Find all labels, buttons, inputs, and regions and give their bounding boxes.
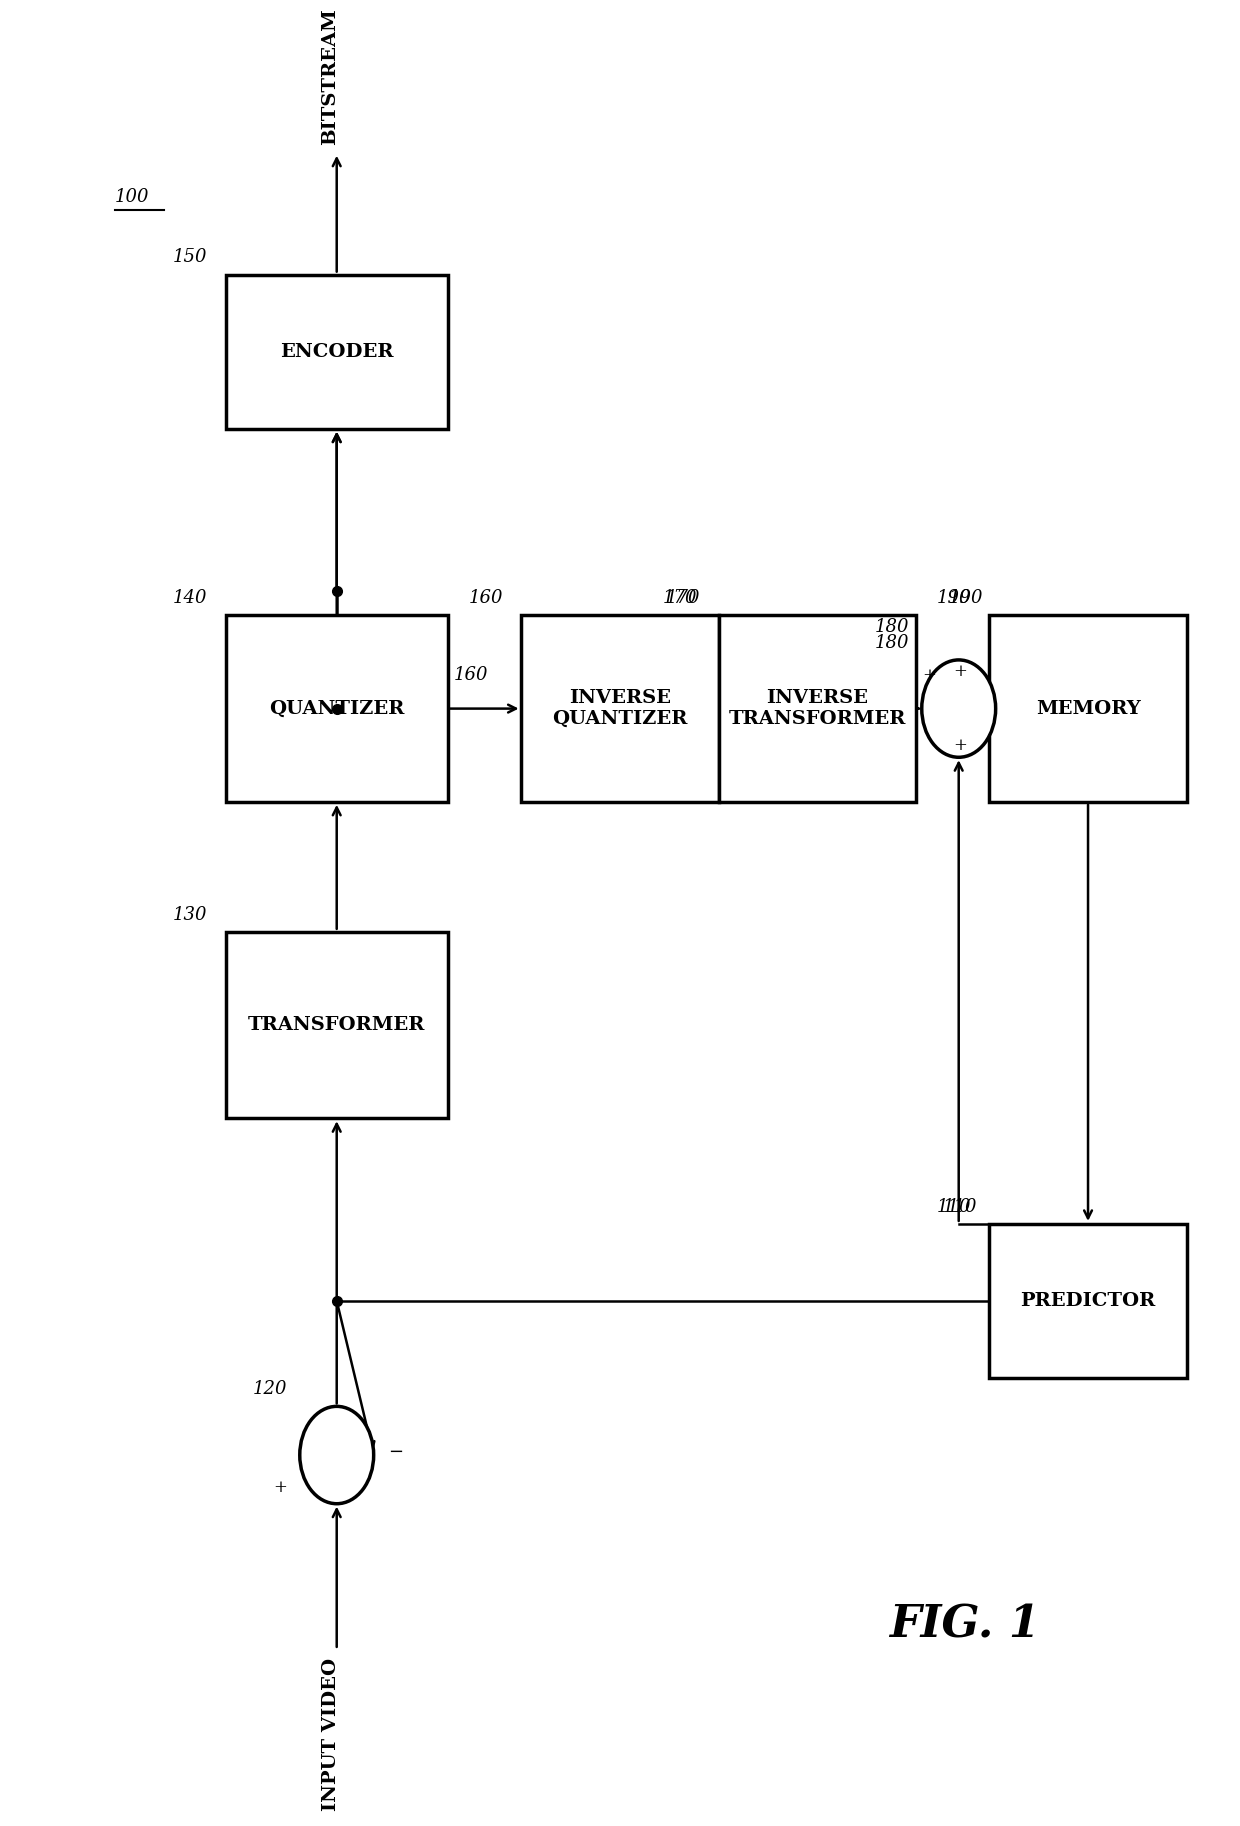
Bar (226, 274, 448, 429)
Text: INPUT VIDEO: INPUT VIDEO (321, 1658, 340, 1811)
Text: INVERSE
QUANTIZER: INVERSE QUANTIZER (552, 688, 688, 729)
Text: FIG. 1: FIG. 1 (889, 1603, 1040, 1647)
Text: INVERSE
TRANSFORMER: INVERSE TRANSFORMER (728, 688, 905, 729)
Circle shape (921, 659, 996, 758)
Bar (226, 931, 448, 1118)
Text: 160: 160 (454, 666, 489, 685)
Text: 120: 120 (253, 1380, 288, 1399)
Text: ENCODER: ENCODER (280, 343, 393, 360)
Text: 150: 150 (172, 248, 207, 267)
Text: 180: 180 (875, 617, 909, 635)
Text: −: − (388, 1443, 403, 1461)
Text: 190: 190 (936, 590, 971, 608)
Bar (718, 615, 915, 802)
Text: MEMORY: MEMORY (1035, 699, 1141, 718)
Text: 130: 130 (172, 906, 207, 924)
Text: 170: 170 (663, 590, 698, 608)
Text: 100: 100 (115, 188, 150, 206)
Text: +: + (274, 1479, 288, 1495)
Text: +: + (921, 666, 936, 685)
Text: +: + (954, 738, 967, 754)
Bar (990, 1223, 1187, 1379)
Text: 140: 140 (172, 590, 207, 608)
Text: 110: 110 (942, 1198, 977, 1216)
Text: 160: 160 (469, 590, 503, 608)
Bar (990, 615, 1187, 802)
Circle shape (300, 1406, 373, 1505)
Bar (522, 615, 718, 802)
Bar (226, 615, 448, 802)
Text: TRANSFORMER: TRANSFORMER (248, 1015, 425, 1034)
Text: 170: 170 (666, 590, 701, 608)
Text: 110: 110 (936, 1198, 971, 1216)
Text: 180: 180 (875, 634, 909, 652)
Text: 190: 190 (949, 590, 983, 608)
Text: PREDICTOR: PREDICTOR (1021, 1291, 1156, 1309)
Text: QUANTIZER: QUANTIZER (269, 699, 404, 718)
Text: BITSTREAM: BITSTREAM (321, 7, 340, 144)
Text: +: + (954, 663, 967, 679)
